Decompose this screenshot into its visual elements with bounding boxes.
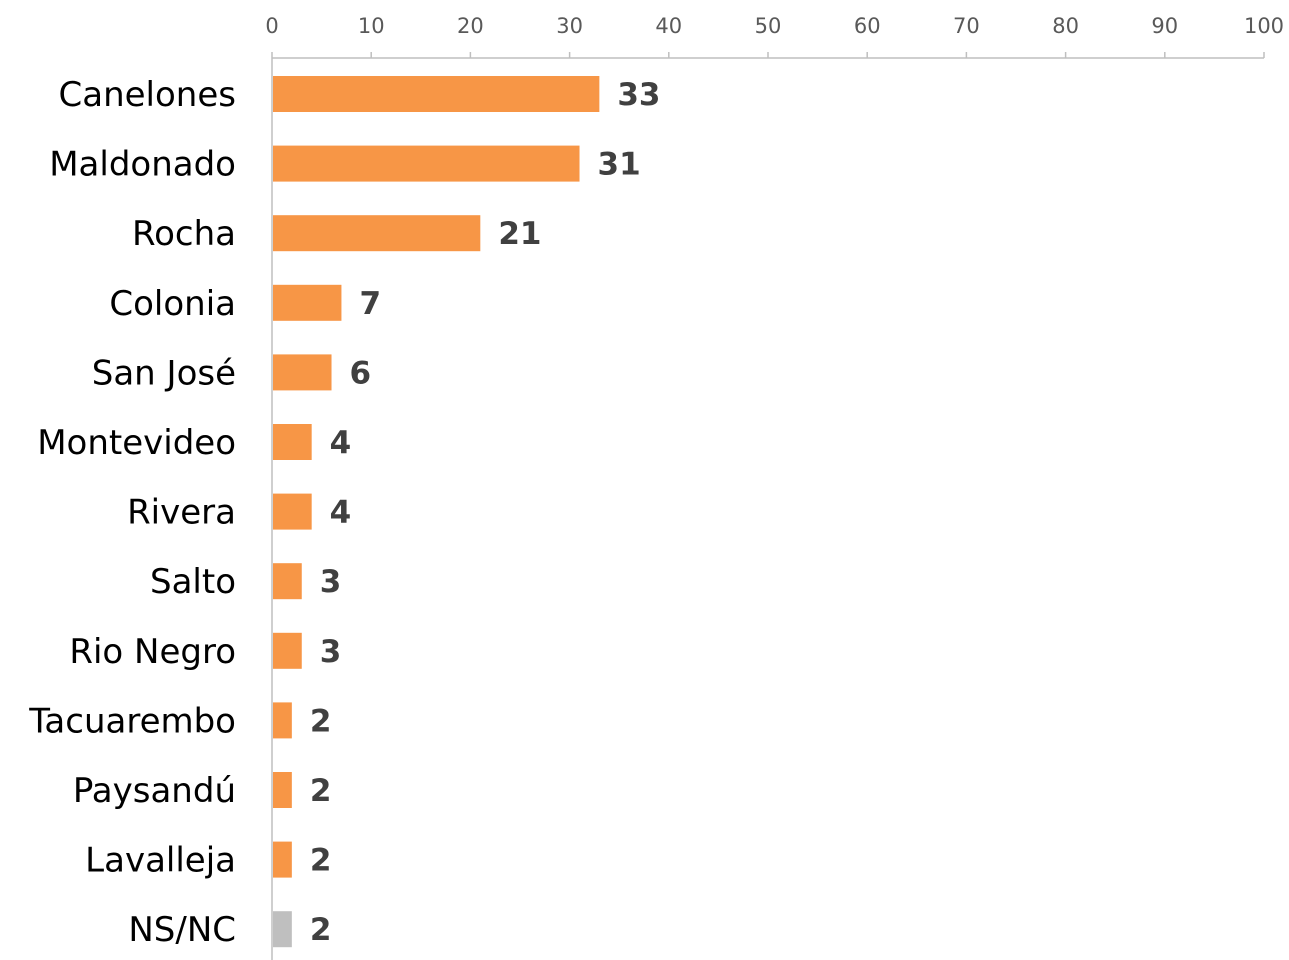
category-label: NS/NC bbox=[128, 910, 236, 950]
x-tick-label: 40 bbox=[655, 14, 682, 38]
x-tick-label: 70 bbox=[953, 14, 980, 38]
bar bbox=[273, 145, 580, 182]
data-label: 2 bbox=[310, 703, 332, 739]
category-label: Rocha bbox=[132, 214, 236, 254]
bar bbox=[273, 841, 292, 878]
bar bbox=[273, 911, 292, 948]
x-tick-label: 90 bbox=[1151, 14, 1178, 38]
x-axis: 0 10 20 30 40 50 60 70 80 90 100 bbox=[265, 14, 1284, 960]
category-label: Colonia bbox=[109, 284, 236, 324]
bar bbox=[273, 354, 332, 391]
data-label: 6 bbox=[350, 355, 372, 391]
x-tick-label: 100 bbox=[1244, 14, 1284, 38]
data-label: 33 bbox=[617, 77, 660, 113]
data-label: 7 bbox=[359, 286, 381, 322]
data-label: 31 bbox=[598, 147, 641, 183]
data-label: 3 bbox=[320, 634, 342, 670]
data-label: 4 bbox=[330, 495, 352, 531]
bar bbox=[273, 632, 302, 669]
x-tick-label: 60 bbox=[854, 14, 881, 38]
category-label: Rivera bbox=[127, 493, 236, 533]
bar bbox=[273, 702, 292, 739]
category-label: Salto bbox=[150, 562, 236, 602]
x-tick-label: 10 bbox=[358, 14, 385, 38]
category-label: Maldonado bbox=[49, 145, 236, 185]
category-label: Rio Negro bbox=[69, 632, 236, 672]
bar bbox=[273, 424, 312, 460]
x-tick-label: 0 bbox=[265, 14, 278, 38]
x-tick-label: 20 bbox=[457, 14, 484, 38]
category-label: Montevideo bbox=[37, 423, 236, 463]
bar bbox=[273, 76, 600, 112]
data-label: 2 bbox=[310, 843, 332, 879]
category-label: Paysandú bbox=[73, 771, 236, 811]
data-label: 2 bbox=[310, 773, 332, 809]
category-label: Tacuarembo bbox=[28, 701, 236, 741]
x-tick-label: 80 bbox=[1052, 14, 1079, 38]
bars bbox=[273, 76, 600, 948]
category-label: Lavalleja bbox=[85, 841, 236, 881]
bar bbox=[273, 772, 292, 808]
data-label: 2 bbox=[310, 912, 332, 948]
data-label: 21 bbox=[498, 216, 541, 252]
x-tick-label: 30 bbox=[556, 14, 583, 38]
category-label: San José bbox=[92, 353, 236, 393]
category-labels: Canelones Maldonado Rocha Colonia San José Mo… bbox=[28, 75, 236, 950]
bar bbox=[273, 215, 481, 252]
bar bbox=[273, 563, 302, 600]
data-label: 4 bbox=[330, 425, 352, 461]
bar bbox=[273, 284, 342, 321]
data-label: 3 bbox=[320, 564, 342, 600]
bar bbox=[273, 493, 312, 530]
x-tick-label: 50 bbox=[755, 14, 782, 38]
category-label: Canelones bbox=[59, 75, 236, 115]
